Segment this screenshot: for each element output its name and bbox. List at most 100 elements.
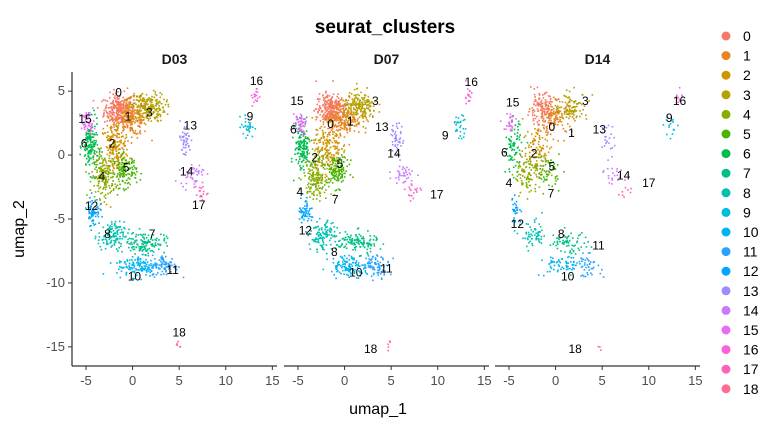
data-point-cluster-4: [532, 166, 535, 169]
data-point-cluster-3: [140, 109, 142, 112]
data-point-cluster-1: [124, 121, 127, 124]
data-point-cluster-0: [329, 100, 332, 102]
data-point-cluster-6: [300, 136, 302, 139]
data-point-cluster-4: [319, 181, 322, 184]
data-point-cluster-4: [298, 177, 300, 179]
data-point-cluster-7: [567, 241, 570, 243]
data-point-cluster-3: [355, 110, 358, 112]
cluster-label: 9: [247, 110, 254, 124]
data-point-cluster-11: [380, 256, 382, 258]
data-point-cluster-2: [315, 128, 317, 131]
data-point-cluster-4: [99, 192, 102, 195]
cluster-label: 11: [380, 262, 393, 276]
data-point-cluster-1: [139, 116, 141, 119]
data-point-cluster-4: [316, 174, 319, 177]
data-point-cluster-4: [533, 172, 536, 174]
data-point-cluster-7: [134, 241, 137, 243]
data-point-cluster-5: [338, 169, 340, 172]
data-point-cluster-7: [363, 240, 365, 242]
data-point-cluster-4: [312, 158, 315, 160]
data-point-cluster-12: [88, 206, 91, 209]
data-point-cluster-1: [123, 119, 126, 122]
data-point-cluster-10: [126, 266, 129, 269]
data-point-cluster-4: [93, 185, 95, 187]
data-point-cluster-6: [311, 164, 313, 166]
data-point-cluster-0: [331, 97, 333, 100]
data-point-cluster-12: [309, 213, 311, 215]
data-point-cluster-3: [371, 101, 373, 103]
data-point-cluster-10: [332, 258, 335, 260]
data-point-cluster-7: [573, 245, 575, 247]
data-point-cluster-12: [97, 212, 100, 214]
data-point-cluster-6: [295, 142, 298, 145]
data-point-cluster-5: [119, 171, 121, 174]
data-point-cluster-1: [573, 114, 575, 116]
data-point-cluster-10: [131, 259, 133, 261]
data-point-cluster-14: [404, 180, 407, 183]
data-point-cluster-10: [580, 257, 582, 259]
data-point-cluster-6: [301, 155, 304, 157]
data-point-cluster-6: [305, 158, 308, 161]
data-point-cluster-11: [380, 277, 383, 280]
data-point-cluster-4: [317, 158, 320, 160]
data-point-cluster-6: [517, 120, 520, 123]
data-point-cluster-7: [130, 241, 133, 244]
data-point-cluster-1: [330, 118, 333, 121]
data-point-cluster-1: [346, 128, 349, 131]
data-point-cluster-3: [365, 99, 367, 102]
data-point-cluster-1: [350, 113, 352, 116]
data-point-cluster-6: [526, 141, 529, 144]
data-point-cluster-1: [545, 103, 548, 106]
data-point-cluster-5: [135, 168, 137, 170]
data-point-cluster-0: [101, 100, 103, 103]
data-point-cluster-6: [516, 161, 518, 163]
data-point-cluster-1: [129, 124, 132, 126]
data-point-cluster-5: [112, 160, 114, 162]
data-point-cluster-0: [547, 95, 550, 97]
data-point-cluster-7: [142, 233, 145, 236]
data-point-cluster-3: [361, 114, 364, 117]
data-point-cluster-0: [116, 96, 118, 99]
data-point-cluster-3: [142, 107, 144, 109]
data-point-cluster-10: [140, 268, 142, 270]
data-point-cluster-6: [294, 122, 297, 124]
data-point-cluster-4: [528, 191, 531, 193]
data-point-cluster-12: [96, 199, 98, 201]
data-point-cluster-14: [195, 180, 197, 182]
data-point-cluster-1: [330, 103, 332, 105]
data-point-cluster-1: [331, 128, 334, 130]
data-point-cluster-0: [106, 120, 108, 122]
data-point-cluster-0: [537, 110, 540, 112]
data-point-cluster-8: [319, 244, 322, 247]
data-point-cluster-3: [366, 87, 368, 89]
data-point-cluster-2: [518, 164, 521, 166]
data-point-cluster-10: [342, 263, 345, 265]
data-point-cluster-2: [111, 162, 114, 165]
data-point-cluster-8: [323, 237, 326, 239]
data-point-cluster-4: [321, 163, 324, 165]
data-point-cluster-8: [113, 242, 116, 244]
data-point-cluster-4: [318, 192, 321, 195]
data-point-cluster-6: [302, 135, 305, 137]
data-point-cluster-12: [301, 215, 303, 218]
data-point-cluster-2: [334, 146, 337, 148]
data-point-cluster-9: [244, 114, 246, 116]
data-point-cluster-4: [314, 155, 317, 157]
data-point-cluster-11: [379, 268, 381, 270]
data-point-cluster-4: [322, 154, 325, 157]
data-point-cluster-8: [531, 234, 534, 237]
data-point-cluster-7: [556, 237, 558, 239]
data-point-cluster-3: [568, 90, 571, 93]
data-point-cluster-7: [118, 246, 120, 249]
data-point-cluster-4: [317, 189, 319, 192]
data-point-cluster-4: [314, 180, 316, 182]
data-point-cluster-1: [339, 132, 341, 135]
data-point-cluster-1: [550, 111, 552, 114]
data-point-cluster-7: [369, 238, 372, 241]
data-point-cluster-0: [112, 99, 115, 102]
data-point-cluster-17: [202, 185, 204, 188]
data-point-cluster-3: [136, 113, 139, 115]
data-point-cluster-8: [99, 245, 102, 248]
data-point-cluster-8: [325, 232, 327, 234]
data-point-cluster-4: [310, 180, 312, 182]
